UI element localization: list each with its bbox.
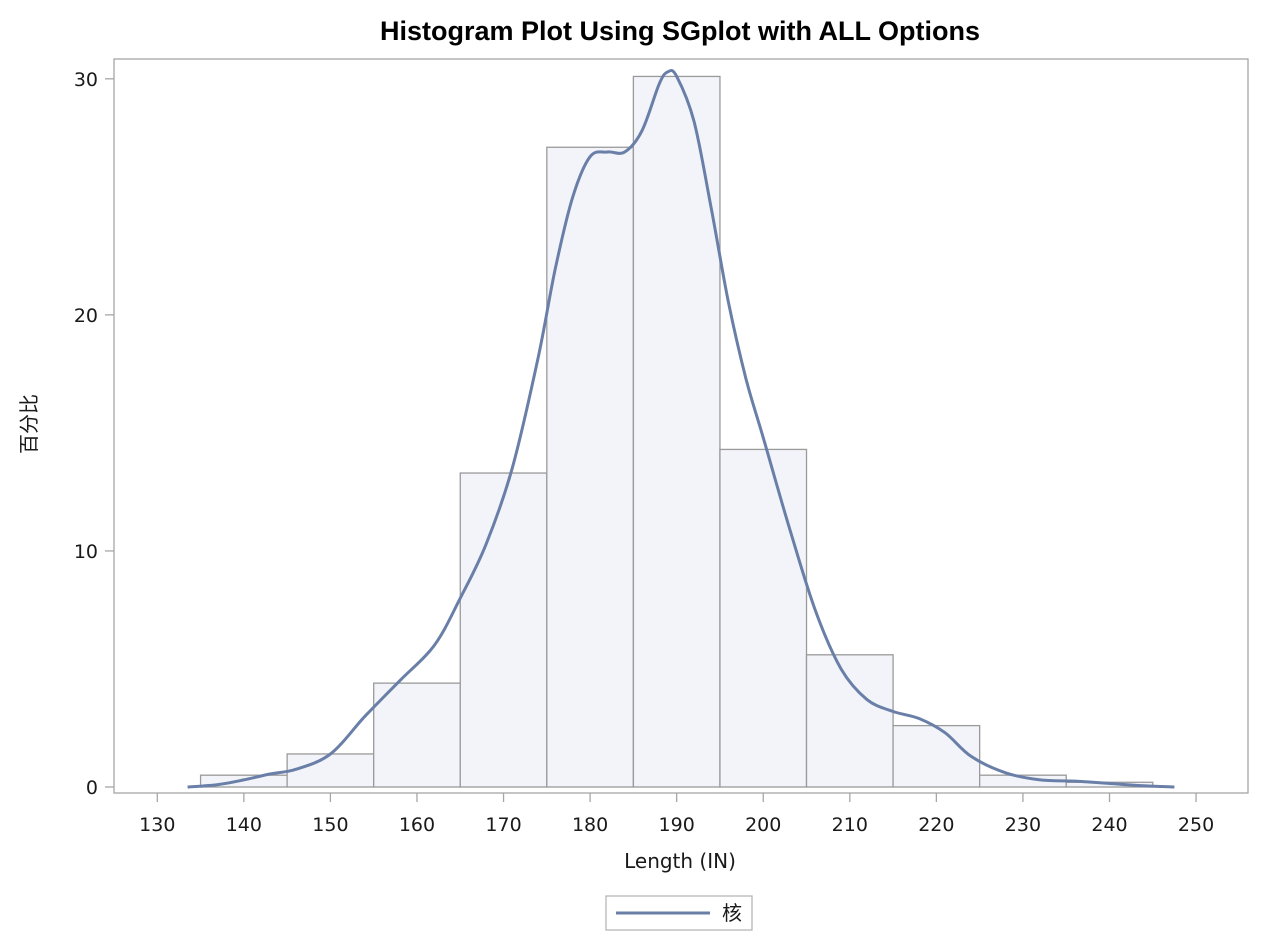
histogram-bar bbox=[892, 724, 981, 788]
y-tick-label: 10 bbox=[74, 541, 98, 563]
x-tick-label: 210 bbox=[832, 814, 868, 836]
legend: 核 bbox=[605, 895, 753, 931]
chart-title: Histogram Plot Using SGplot with ALL Opt… bbox=[380, 16, 980, 46]
x-tick-label: 160 bbox=[399, 814, 435, 836]
x-tick-label: 200 bbox=[745, 814, 781, 836]
bars-layer bbox=[199, 75, 1154, 788]
x-tick-label: 250 bbox=[1178, 814, 1214, 836]
x-tick-label: 240 bbox=[1091, 814, 1127, 836]
x-tick-label: 140 bbox=[226, 814, 262, 836]
x-tick-label: 150 bbox=[312, 814, 348, 836]
y-tick-label: 30 bbox=[74, 69, 98, 91]
x-tick-label: 130 bbox=[139, 814, 175, 836]
histogram-bar bbox=[632, 75, 721, 788]
x-tick-label: 230 bbox=[1005, 814, 1041, 836]
legend-entry-label: 核 bbox=[722, 901, 742, 925]
x-tick-label: 180 bbox=[572, 814, 608, 836]
x-tick-label: 190 bbox=[659, 814, 695, 836]
histogram-bar bbox=[459, 472, 548, 788]
y-tick-label: 20 bbox=[74, 305, 98, 327]
x-axis-label: Length (IN) bbox=[624, 849, 736, 873]
y-axis-label: 百分比 bbox=[17, 394, 41, 454]
histogram-bar bbox=[286, 753, 375, 788]
y-axis: 0 10 20 30 bbox=[74, 69, 114, 799]
histogram-bar bbox=[805, 654, 894, 788]
x-tick-label: 170 bbox=[485, 814, 521, 836]
x-axis: 130 140 150 160 170 180 190 200 210 220 230 240 250 bbox=[139, 793, 1214, 836]
x-tick-label: 220 bbox=[918, 814, 954, 836]
plot-frame bbox=[113, 58, 1249, 794]
y-tick-label: 0 bbox=[86, 777, 98, 799]
histogram-bar bbox=[719, 448, 808, 788]
kernel-density-line bbox=[187, 68, 1175, 789]
histogram-bar bbox=[373, 682, 461, 788]
